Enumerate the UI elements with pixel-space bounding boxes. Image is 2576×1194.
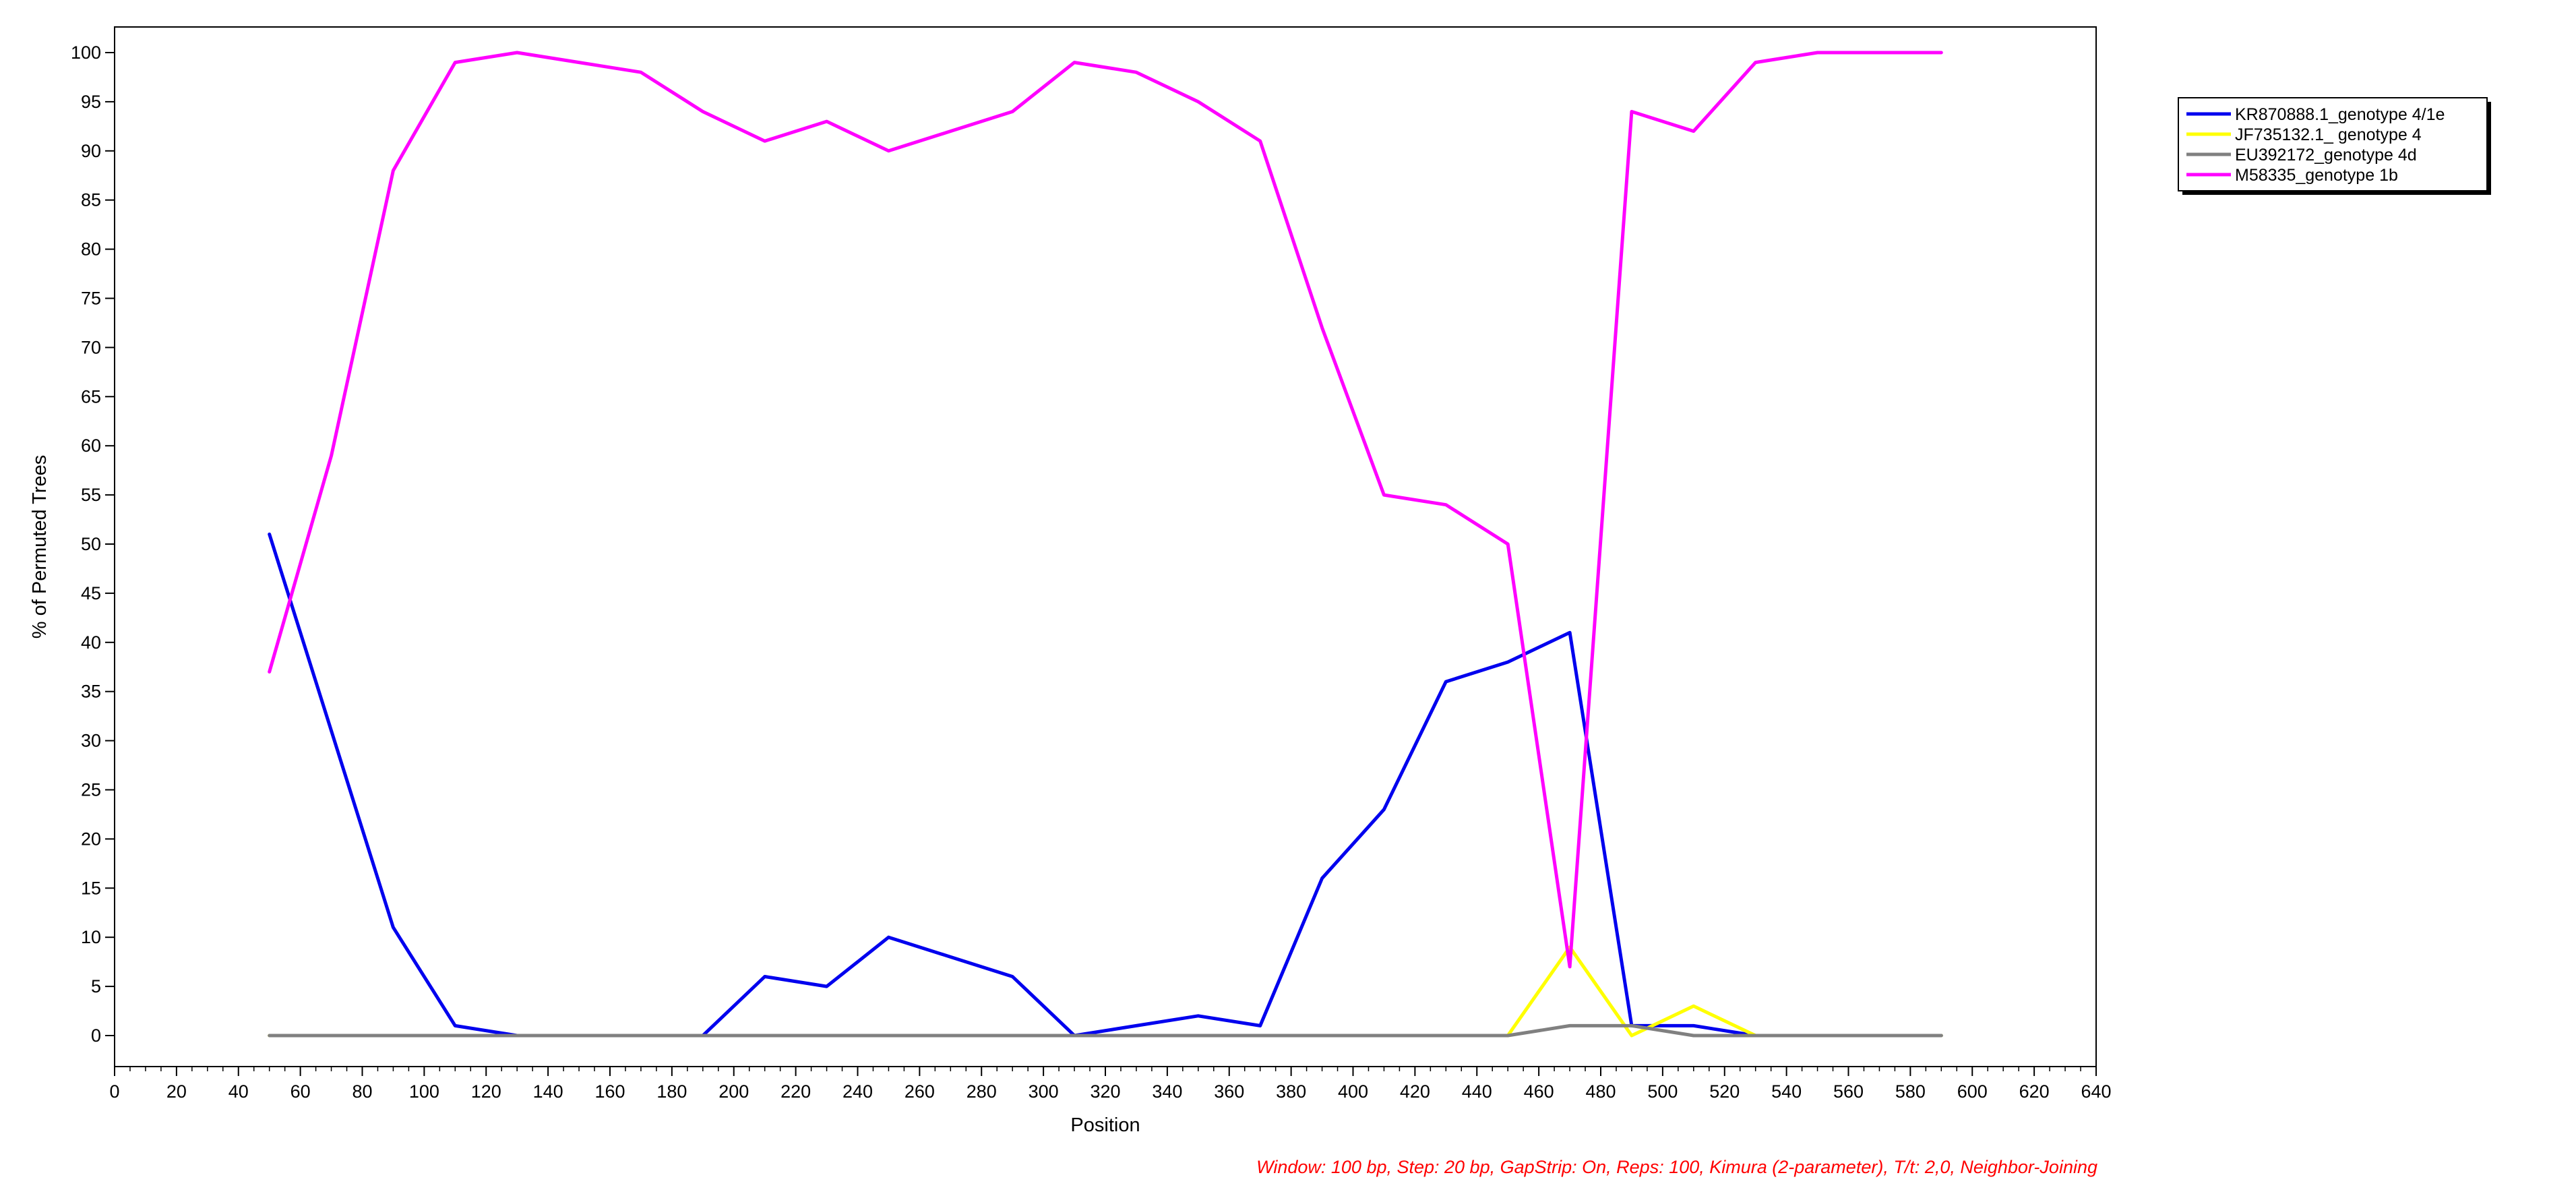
x-tick-label: 0 [109,1081,119,1102]
y-tick-label: 45 [81,583,101,603]
legend-label-4: M58335_genotype 1b [2235,166,2398,185]
footnote: Window: 100 bp, Step: 20 bp, GapStrip: O… [1256,1157,2097,1177]
x-tick-label: 480 [1585,1081,1616,1102]
x-tick-label: 240 [842,1081,873,1102]
x-tick-label: 600 [1957,1081,1988,1102]
x-tick-label: 360 [1214,1081,1244,1102]
x-tick-label: 640 [2081,1081,2111,1102]
legend-label-2: JF735132.1_ genotype 4 [2235,125,2422,144]
legend-label-1: KR870888.1_genotype 4/1e [2235,105,2445,124]
y-axis-title: % of Permuted Trees [29,455,51,638]
x-tick-label: 380 [1276,1081,1306,1102]
y-tick-label: 70 [81,337,101,357]
y-tick-label: 25 [81,780,101,800]
x-tick-label: 540 [1771,1081,1802,1102]
x-tick-label: 520 [1709,1081,1740,1102]
series-line-3 [268,1023,1943,1038]
y-tick-label: 95 [81,92,101,112]
x-tick-label: 420 [1400,1081,1430,1102]
x-tick-label: 80 [352,1081,372,1102]
x-tick-label: 200 [718,1081,749,1102]
y-tick-label: 10 [81,927,101,947]
x-tick-label: 60 [290,1081,311,1102]
y-tick-label: 65 [81,386,101,407]
series-line-4 [268,51,1943,969]
x-tick-label: 40 [228,1081,249,1102]
axes-group: 0 5 10 15 20 25 30 35 40 45 50 55 60 65 70 75 80 85 90 95 10… [71,26,2112,1102]
y-tick-label: 40 [81,632,101,653]
y-tick-label: 20 [81,829,101,849]
x-tick-label: 280 [967,1081,997,1102]
y-tick-label: 15 [81,878,101,898]
y-tick-label: 55 [81,485,101,505]
x-tick-label: 120 [471,1081,501,1102]
x-tick-label: 300 [1029,1081,1059,1102]
x-tick-label: 340 [1152,1081,1182,1102]
x-tick-label: 620 [2019,1081,2050,1102]
y-tick-label: 60 [81,436,101,456]
x-tick-label: 260 [904,1081,935,1102]
x-tick-label: 100 [409,1081,439,1102]
y-tick-label: 0 [91,1025,101,1046]
x-tick-label: 20 [166,1081,187,1102]
y-tick-label: 35 [81,682,101,702]
x-tick-label: 320 [1090,1081,1120,1102]
x-tick-label: 580 [1895,1081,1926,1102]
x-tick-label: 140 [533,1081,563,1102]
x-tick-label: 180 [656,1081,687,1102]
x-tick-label: 500 [1647,1081,1678,1102]
x-axis-title: Position [1070,1114,1140,1136]
y-tick-label: 5 [91,976,101,996]
y-tick-label: 85 [81,190,101,210]
x-tick-label: 400 [1338,1081,1368,1102]
y-tick-label: 50 [81,534,101,554]
y-tick-label: 90 [81,141,101,161]
x-tick-label: 440 [1462,1081,1492,1102]
x-tick-label: 160 [594,1081,625,1102]
y-tick-label: 30 [81,731,101,751]
x-tick-label: 560 [1833,1081,1864,1102]
legend-label-3: EU392172_genotype 4d [2235,146,2417,165]
x-tick-label: 460 [1524,1081,1554,1102]
series-group [268,51,1943,1038]
y-tick-label: 75 [81,289,101,309]
x-tick-label: 220 [780,1081,811,1102]
y-tick-label: 100 [71,42,101,63]
y-tick-label: 80 [81,239,101,260]
